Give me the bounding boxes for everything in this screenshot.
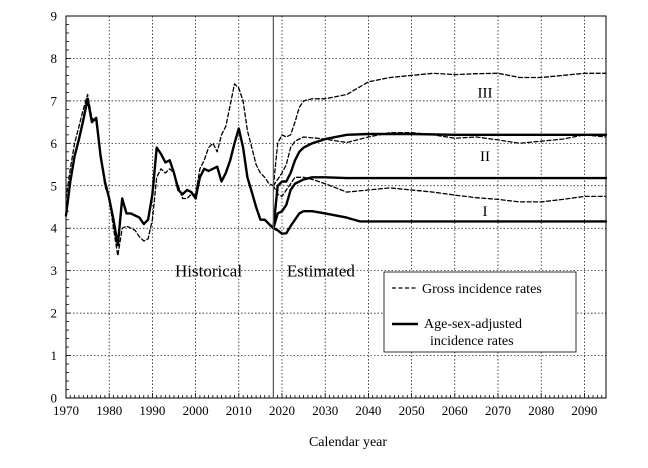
- scenario-label: I: [483, 204, 488, 220]
- legend-box: [383, 271, 577, 353]
- chart-axes: 1970 1980 1990 2000 2010 2020 2030 2040 2050 2060…: [51, 9, 607, 418]
- gross-rate-line-III: [272, 72, 607, 187]
- x-tick-label: 2060: [442, 403, 468, 418]
- chart-legend: Gross incidence rates Age-sex-adjusted inc…: [383, 271, 577, 353]
- adjusted-rate-line-III: [272, 132, 608, 230]
- y-tick-label: 2: [51, 306, 58, 321]
- adjusted-rate-line-II: [272, 176, 608, 230]
- legend-label-adjusted: Age-sex-adjusted incidence rates: [424, 317, 522, 349]
- x-tick-label: 2070: [485, 403, 511, 418]
- x-tick-label: 2010: [226, 403, 252, 418]
- y-tick-label: 5: [51, 178, 58, 193]
- scenario-label: II: [480, 149, 490, 165]
- y-tick-label: 6: [51, 136, 58, 151]
- y-tick-label: 1: [51, 348, 58, 363]
- region-label: Historical: [175, 262, 242, 281]
- adjusted-rate-line-historical: [64, 97, 275, 247]
- x-tick-label: 2090: [571, 403, 597, 418]
- x-tick-label: 2080: [528, 403, 554, 418]
- x-tick-label: 1990: [139, 403, 165, 418]
- gross-rate-line-I: [272, 176, 607, 203]
- x-tick-label: 2050: [399, 403, 425, 418]
- y-tick-label: 8: [51, 51, 58, 66]
- x-tick-label: 2000: [183, 403, 209, 418]
- y-tick-label: 4: [51, 221, 58, 236]
- y-tick-label: 7: [51, 93, 58, 108]
- y-tick-label: 9: [51, 9, 58, 24]
- y-tick-label: 3: [51, 263, 58, 278]
- x-axis-title: Calendar year: [309, 435, 387, 450]
- adjusted-rate-line-I: [272, 210, 608, 235]
- x-tick-label: 1970: [53, 403, 79, 418]
- x-tick-label: 1980: [96, 403, 122, 418]
- y-tick-label: 0: [51, 391, 58, 406]
- scenario-label: III: [478, 85, 493, 101]
- region-label: Estimated: [287, 262, 355, 281]
- x-tick-label: 2030: [312, 403, 338, 418]
- chart-series: [64, 72, 608, 257]
- x-tick-label: 2020: [269, 403, 295, 418]
- chart-gridlines: [66, 15, 606, 398]
- legend-label-gross: Gross incidence rates: [422, 282, 542, 297]
- plot-frame: [65, 15, 607, 399]
- x-tick-label: 2040: [355, 403, 381, 418]
